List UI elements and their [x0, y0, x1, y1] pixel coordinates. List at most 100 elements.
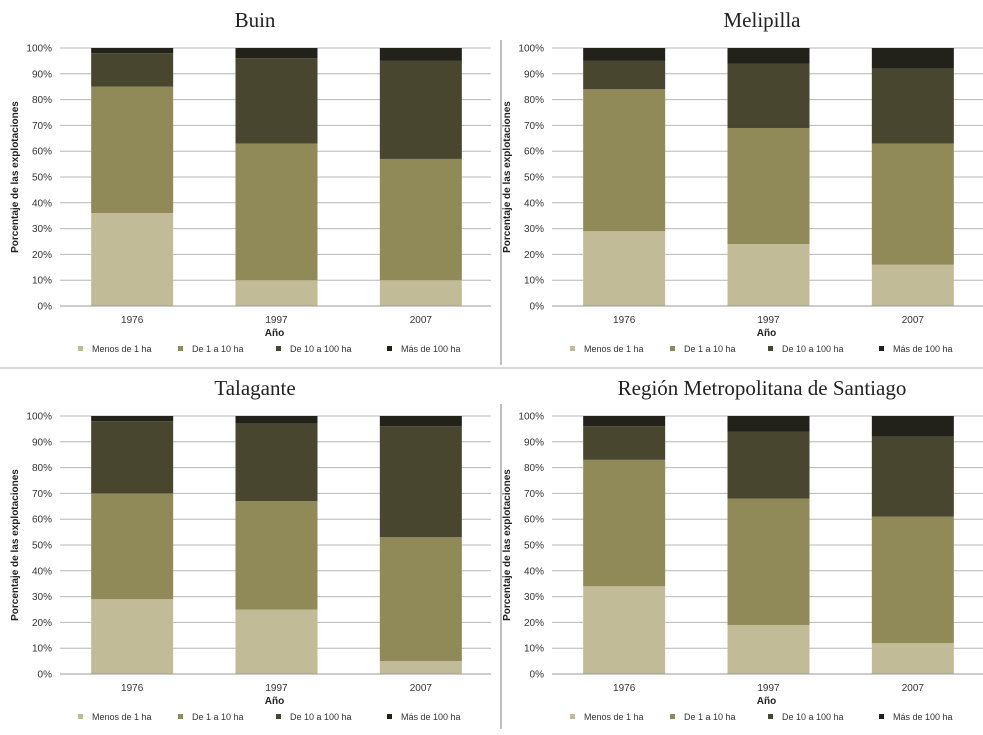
bar-de-1-a-10-ha-1997: [235, 501, 318, 610]
chart-panel-buin: Buin 0% 10% 20% 30% 40% 50% 60% 70% 80% 90% 100% Por…: [0, 0, 491, 367]
legend-swatch: [570, 714, 575, 719]
y-tick-label: 100%: [518, 44, 544, 55]
bar-de-1-a-10-ha-1976: [583, 459, 666, 587]
bar-menos-de-1-ha-1997: [727, 244, 810, 306]
bar-de-10-a-100-ha-1976: [583, 60, 666, 90]
bar-menos-de-1-ha-2007: [871, 264, 954, 306]
y-tick-label: 100%: [518, 412, 544, 423]
chart-talagante: Talagante 0% 10% 20% 30% 40% 50% 60% 70% 80% 90% 10…: [10, 376, 491, 722]
bar-de-10-a-100-ha-2007: [871, 436, 954, 517]
y-axis-label: Porcentaje de las explotaciones: [502, 469, 513, 621]
bar-de-1-a-10-ha-1976: [91, 86, 174, 214]
bar-menos-de-1-ha-1976: [91, 599, 174, 674]
bar-de-10-a-100-ha-1976: [91, 53, 174, 87]
bar-de-1-a-10-ha-2007: [871, 143, 954, 265]
y-tick-label: 10%: [524, 644, 544, 655]
bar-de-10-a-100-ha-1997: [727, 63, 810, 128]
chart-title: Melipilla: [724, 8, 802, 32]
chart-title: Región Metropolitana de Santiago: [618, 376, 907, 400]
legend-item-menos-de-1-ha: Menos de 1 ha: [570, 344, 644, 354]
y-tick-label: 10%: [32, 276, 52, 287]
legend-swatch: [570, 346, 575, 351]
bar-de-1-a-10-ha-1997: [727, 127, 810, 245]
legend-swatch: [879, 714, 884, 719]
legend-item-de-10-a-100-ha: De 10 a 100 ha: [768, 344, 844, 354]
y-tick-label: 30%: [32, 224, 52, 235]
y-tick-label: 60%: [524, 147, 544, 158]
x-tick-label: 1976: [121, 683, 144, 694]
bar-menos-de-1-ha-2007: [871, 643, 954, 674]
legend-item-mas-de-100-ha: Más de 100 ha: [387, 344, 461, 354]
legend-label: De 1 a 10 ha: [192, 344, 244, 354]
y-tick-label: 90%: [32, 437, 52, 448]
x-tick-label: 1997: [265, 683, 288, 694]
legend-swatch: [768, 346, 773, 351]
x-tick-label: 2007: [410, 315, 433, 326]
chart-panel-region-metropolitana: Región Metropolitana de Santiago 0% 10% 20%…: [492, 368, 983, 735]
legend-swatch: [387, 346, 392, 351]
bar-mas-de-100-ha-2007: [871, 416, 954, 437]
y-tick-label: 70%: [32, 489, 52, 500]
y-tick-label: 50%: [32, 541, 52, 552]
y-tick-label: 70%: [524, 489, 544, 500]
y-tick-label: 100%: [26, 412, 52, 423]
legend-swatch: [387, 714, 392, 719]
legend-swatch: [670, 346, 675, 351]
chart-region-metropolitana: Región Metropolitana de Santiago 0% 10% 20%…: [502, 376, 983, 722]
vertical-divider-top: [500, 40, 502, 365]
legend-item-de-1-a-10-ha: De 1 a 10 ha: [178, 712, 244, 722]
legend-swatch: [276, 346, 281, 351]
legend-item-de-10-a-100-ha: De 10 a 100 ha: [276, 344, 352, 354]
y-tick-label: 40%: [32, 566, 52, 577]
legend-swatch: [78, 714, 83, 719]
legend-item-menos-de-1-ha: Menos de 1 ha: [570, 712, 644, 722]
bar-menos-de-1-ha-1976: [91, 213, 174, 306]
legend-swatch: [670, 714, 675, 719]
bar-de-10-a-100-ha-1997: [235, 423, 318, 502]
legend-item-mas-de-100-ha: Más de 100 ha: [879, 712, 953, 722]
legend-item-de-1-a-10-ha: De 1 a 10 ha: [670, 344, 736, 354]
y-tick-label: 20%: [32, 250, 52, 261]
y-tick-label: 10%: [32, 644, 52, 655]
y-tick-label: 70%: [32, 121, 52, 132]
bar-de-1-a-10-ha-2007: [379, 537, 462, 662]
bar-de-1-a-10-ha-1997: [727, 498, 810, 625]
y-axis-label: Porcentaje de las explotaciones: [10, 101, 21, 253]
bar-mas-de-100-ha-1997: [727, 48, 810, 64]
x-tick-label: 1976: [613, 683, 636, 694]
y-tick-label: 80%: [524, 95, 544, 106]
legend-swatch: [879, 346, 884, 351]
y-tick-label: 20%: [32, 618, 52, 629]
y-tick-label: 50%: [524, 173, 544, 184]
bar-de-10-a-100-ha-1997: [727, 431, 810, 499]
legend-swatch: [768, 714, 773, 719]
legend-item-mas-de-100-ha: Más de 100 ha: [387, 712, 461, 722]
y-tick-label: 60%: [524, 515, 544, 526]
bar-menos-de-1-ha-1976: [583, 231, 666, 306]
bar-mas-de-100-ha-2007: [379, 416, 462, 427]
chart-title: Buin: [235, 8, 276, 32]
x-axis-label: Año: [757, 328, 776, 339]
bar-mas-de-100-ha-1976: [583, 48, 666, 61]
bar-de-10-a-100-ha-1997: [235, 58, 318, 144]
legend-label: De 1 a 10 ha: [684, 344, 736, 354]
legend-label: De 10 a 100 ha: [290, 712, 352, 722]
y-tick-label: 60%: [32, 515, 52, 526]
y-tick-label: 80%: [32, 463, 52, 474]
bar-menos-de-1-ha-1997: [235, 280, 318, 306]
y-tick-label: 30%: [524, 592, 544, 603]
legend-label: De 10 a 100 ha: [290, 344, 352, 354]
bar-menos-de-1-ha-2007: [379, 661, 462, 674]
bar-mas-de-100-ha-1997: [235, 48, 318, 59]
bar-de-1-a-10-ha-2007: [871, 516, 954, 644]
legend-label: De 1 a 10 ha: [192, 712, 244, 722]
x-tick-label: 2007: [902, 315, 925, 326]
chart-panel-melipilla: Melipilla 0% 10% 20% 30% 40% 50% 60% 70% 80% 90% 10…: [492, 0, 983, 367]
legend-label: Más de 100 ha: [893, 344, 953, 354]
bar-de-1-a-10-ha-1976: [583, 89, 666, 232]
bar-de-1-a-10-ha-1997: [235, 143, 318, 281]
legend-item-menos-de-1-ha: Menos de 1 ha: [78, 712, 152, 722]
legend-item-menos-de-1-ha: Menos de 1 ha: [78, 344, 152, 354]
y-tick-label: 90%: [524, 437, 544, 448]
y-tick-label: 100%: [26, 44, 52, 55]
